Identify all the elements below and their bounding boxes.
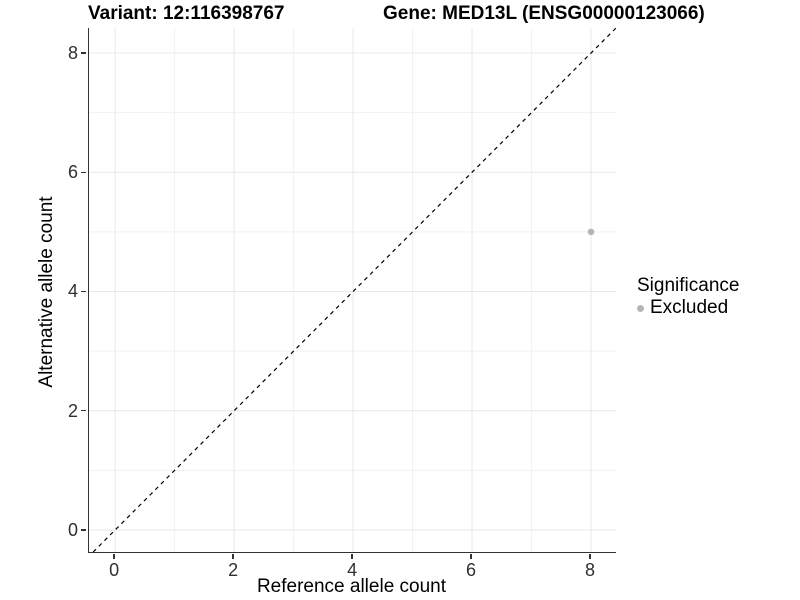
y-axis-tick-mark — [81, 290, 87, 293]
legend-item-label: Excluded — [650, 297, 729, 318]
x-axis-tick-mark — [351, 553, 353, 559]
legend: Significance Excluded — [637, 275, 739, 318]
x-axis-tick-label: 6 — [466, 560, 477, 580]
y-axis-tick-label: 6 — [67, 162, 78, 183]
plot-title-gene: Gene: MED13L (ENSG00000123066) — [383, 3, 705, 24]
y-axis-tick-mark — [81, 410, 87, 412]
plot-title-variant: Variant: 12:116398767 — [88, 3, 285, 24]
plot-canvas — [89, 27, 617, 553]
plot-panel — [88, 27, 617, 553]
y-axis-tick-label: 8 — [67, 43, 78, 64]
x-axis-tick-mark — [470, 553, 472, 559]
x-axis-tick-mark — [113, 553, 115, 559]
y-axis-tick-mark — [81, 52, 87, 54]
x-axis-tick-label: 8 — [585, 560, 596, 580]
x-axis-tick-label: 2 — [228, 560, 239, 580]
x-axis-label: Reference allele count — [256, 576, 447, 597]
x-axis-tick-label: 0 — [109, 560, 120, 580]
y-axis-tick-label: 4 — [67, 281, 78, 302]
x-axis-tick-mark — [589, 553, 591, 559]
diagonal-reference-line — [92, 27, 617, 553]
y-axis-tick-label: 2 — [67, 400, 78, 421]
legend-item-excluded: Excluded — [637, 298, 739, 318]
legend-key-dot-icon — [637, 304, 644, 312]
legend-title: Significance — [637, 275, 740, 296]
y-axis-tick-label: 0 — [67, 519, 78, 540]
data-point — [587, 228, 595, 236]
y-axis-tick-mark — [81, 529, 87, 531]
y-axis-tick-mark — [81, 171, 87, 173]
x-axis-tick-mark — [232, 553, 234, 559]
x-axis-tick-label: 4 — [347, 560, 358, 580]
